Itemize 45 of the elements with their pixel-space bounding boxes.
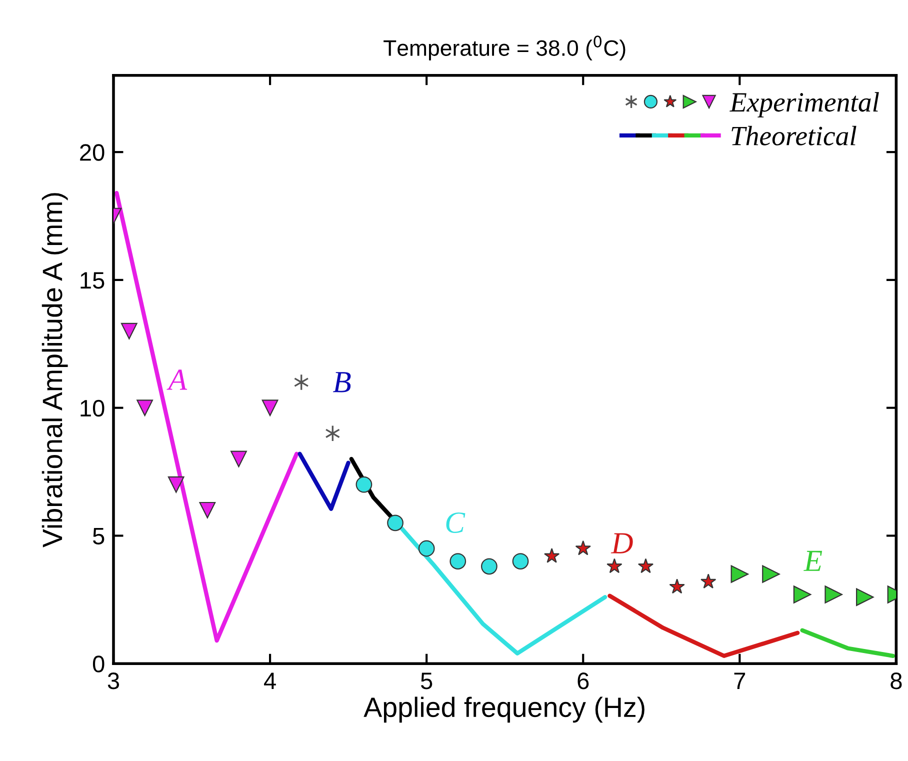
- point: [762, 565, 780, 583]
- x-tick-label: 6: [578, 672, 589, 690]
- x-axis-title: Applied frequency (Hz): [364, 696, 644, 723]
- point: [356, 476, 372, 493]
- point: [418, 540, 435, 557]
- y-tick-label: 15: [80, 272, 104, 289]
- point: [638, 558, 654, 574]
- y-tick-label: 5: [92, 528, 104, 544]
- point: [450, 553, 466, 570]
- x-tick-label: 5: [420, 672, 432, 690]
- x-tick-label: 7: [734, 672, 746, 690]
- point: [230, 450, 247, 468]
- annotation: B: [333, 372, 351, 392]
- chart-title: Temperature = 38.0 ($^{0}$C): [384, 36, 626, 60]
- point: [544, 548, 560, 563]
- x-tick-label: 4: [264, 672, 276, 690]
- annotation: A: [166, 370, 188, 390]
- annotation: C: [446, 512, 466, 533]
- legend-label: Theoretical: [732, 126, 856, 146]
- point: [575, 540, 591, 556]
- point: [669, 578, 685, 594]
- point: [824, 586, 842, 604]
- point: [136, 400, 153, 416]
- y-tick-label: 0: [92, 656, 104, 672]
- point: [730, 565, 749, 583]
- point: [262, 400, 278, 416]
- line-series: [608, 594, 800, 658]
- point: [199, 502, 216, 518]
- point: [793, 586, 812, 604]
- point: [700, 574, 716, 588]
- point: [387, 514, 404, 532]
- y-tick-label: 10: [80, 400, 104, 417]
- annotation: E: [804, 550, 822, 571]
- legend-label: Experimental: [730, 92, 879, 118]
- x-tick-label: 8: [890, 672, 902, 690]
- y-axis-title: Vibrational Amplitude A (mm): [42, 193, 68, 548]
- annotation: D: [610, 533, 633, 554]
- y-tick-label: 20: [80, 144, 104, 161]
- point: [168, 476, 184, 493]
- point: [481, 558, 498, 575]
- point: [856, 588, 874, 606]
- point: [606, 558, 622, 574]
- x-tick-label: 3: [108, 672, 120, 690]
- point: [120, 322, 138, 340]
- point: [512, 553, 529, 570]
